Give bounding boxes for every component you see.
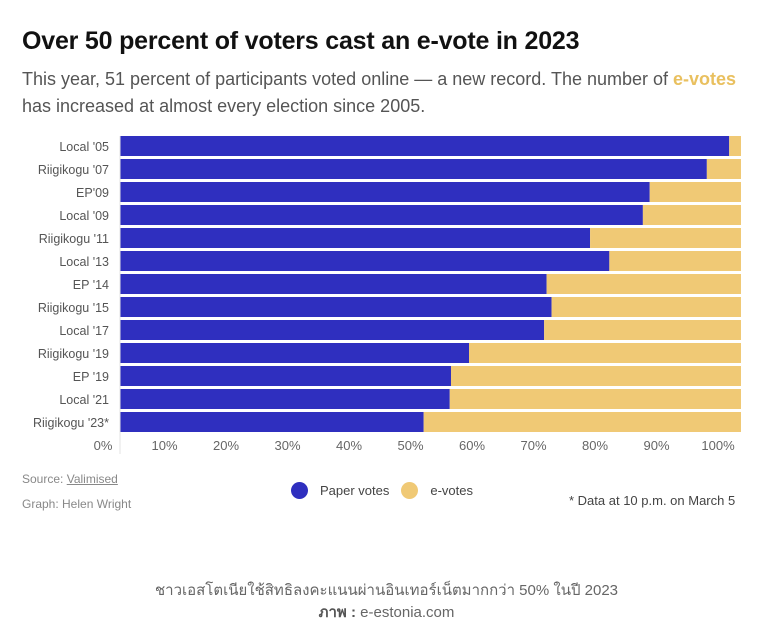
category-label: EP'09 [76, 186, 109, 200]
bar-e-votes [423, 412, 741, 432]
category-label: Riigikogu '11 [39, 232, 109, 246]
category-label: Local '09 [59, 209, 109, 223]
category-label: EP '14 [73, 278, 109, 292]
x-tick-label: 10% [151, 438, 177, 453]
bar-paper-votes [120, 159, 707, 179]
bar-e-votes [642, 205, 741, 225]
bar-e-votes [590, 228, 741, 248]
bar-e-votes [544, 320, 741, 340]
legend-label-evote: e-votes [430, 483, 474, 498]
category-label: Riigikogu '23* [33, 416, 109, 430]
chart-subtitle: This year, 51 percent of participants vo… [22, 66, 757, 120]
x-tick-label: 0% [94, 438, 113, 453]
caption-text: ชาวเอสโตเนียใช้สิทธิลงคะแนนผ่านอินเทอร์เ… [154, 582, 618, 599]
category-label: Riigikogu '15 [38, 301, 109, 315]
source-line: Source: Valimised [22, 472, 118, 486]
legend-dot-evote-icon [401, 482, 419, 499]
bar-e-votes [649, 182, 741, 202]
bar-e-votes [551, 297, 741, 317]
bar-paper-votes [120, 228, 591, 248]
x-tick-label: 70% [520, 438, 546, 453]
bar-e-votes [729, 136, 741, 156]
x-tick-label: 80% [582, 438, 608, 453]
bar-paper-votes [120, 366, 451, 386]
x-tick-label: 30% [274, 438, 300, 453]
legend-label-paper: Paper votes [320, 483, 390, 498]
x-tick-label: 40% [336, 438, 362, 453]
bar-e-votes [469, 343, 741, 363]
bar-e-votes [449, 389, 741, 409]
bar-paper-votes [120, 412, 424, 432]
photo-credit-text: e-estonia.com [360, 604, 455, 621]
category-label: Riigikogu '19 [38, 347, 109, 361]
x-tick-label: 100% [701, 438, 735, 453]
legend: Paper votes e-votes [291, 482, 485, 499]
legend-dot-paper-icon [291, 482, 308, 499]
bar-e-votes [546, 274, 741, 294]
bar-e-votes [609, 251, 741, 271]
footnote: * Data at 10 p.m. on March 5 [569, 493, 736, 508]
source-label: Source: [22, 472, 67, 486]
photo-label: ภาพ : [318, 604, 361, 621]
x-tick-label: 20% [213, 438, 239, 453]
category-label: Local '13 [59, 255, 109, 269]
subtitle-text-end: has increased at almost every election s… [22, 96, 426, 116]
x-tick-label: 60% [459, 438, 485, 453]
category-label: Local '17 [59, 324, 109, 338]
bar-paper-votes [120, 182, 650, 202]
category-label: Riigikogu '07 [38, 163, 109, 177]
category-label: EP '19 [73, 370, 109, 384]
bar-paper-votes [120, 343, 470, 363]
subtitle-text: This year, 51 percent of participants vo… [22, 69, 674, 89]
subtitle-highlight: e-votes [673, 69, 737, 89]
bar-paper-votes [120, 389, 450, 409]
source-link[interactable]: Valimised [66, 472, 118, 486]
caption-photo-credit: ภาพ : e-estonia.com [0, 602, 773, 624]
bar-e-votes [706, 159, 741, 179]
bar-paper-votes [120, 205, 643, 225]
bar-paper-votes [120, 251, 610, 271]
legend-item-evote: e-votes [401, 482, 473, 499]
category-label: Local '21 [59, 393, 109, 407]
x-tick-label: 50% [397, 438, 423, 453]
bar-paper-votes [120, 274, 547, 294]
bar-e-votes [450, 366, 741, 386]
image-caption: ชาวเอสโตเนียใช้สิทธิลงคะแนนผ่านอินเทอร์เ… [0, 580, 773, 624]
bar-paper-votes [120, 320, 545, 340]
graph-credit: Graph: Helen Wright [22, 497, 132, 511]
legend-item-paper: Paper votes [291, 482, 389, 499]
stacked-bar-chart: Local '05 Riigikogu '07 EP'09 Local '09 Riig… [33, 136, 741, 454]
chart-title: Over 50 percent of voters cast an e-vote… [22, 27, 580, 55]
bar-paper-votes [120, 136, 730, 156]
category-label: Local '05 [59, 140, 109, 154]
bar-paper-votes [120, 297, 552, 317]
x-tick-label: 90% [643, 438, 669, 453]
